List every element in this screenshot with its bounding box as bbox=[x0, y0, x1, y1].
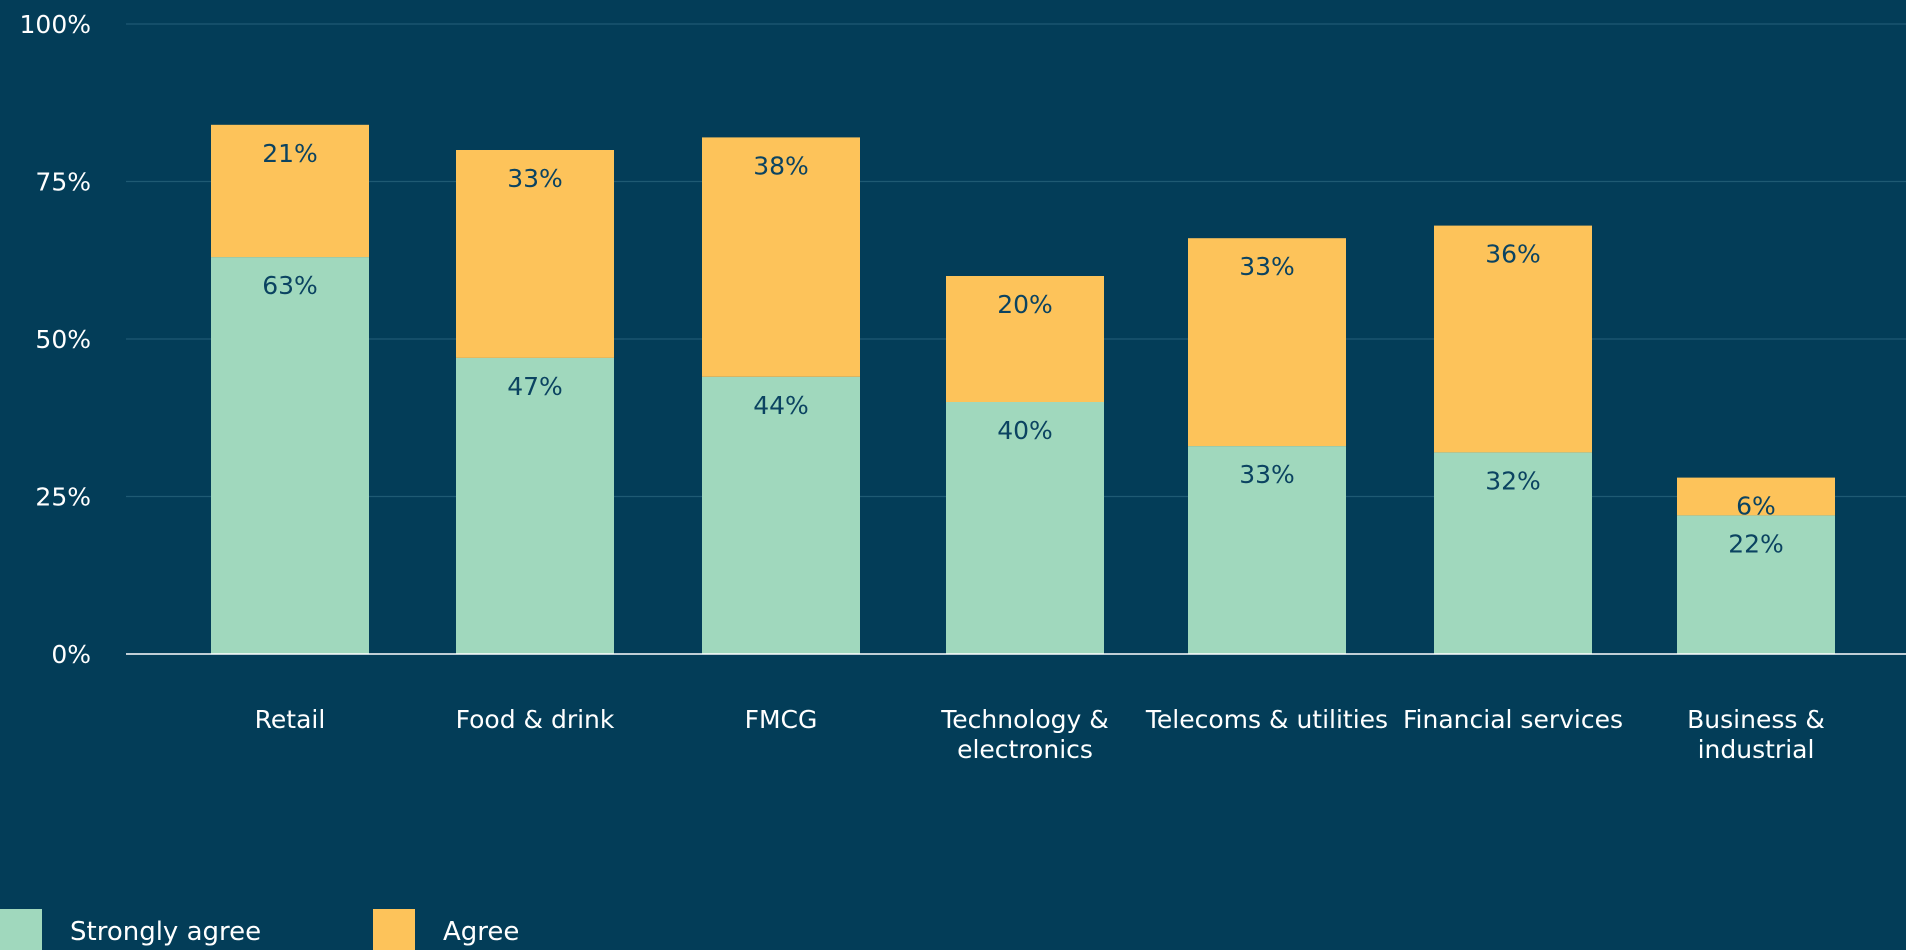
x-axis-labels: Retail Food & drink FMCG Technology &electr… bbox=[255, 705, 1825, 764]
x-category-label: Food & drink bbox=[456, 705, 615, 734]
data-label: 40% bbox=[997, 416, 1053, 445]
bars: 63% 21% 47% 33% 44% 38% 40% 20% 33% 33% 32% 36% 22% 6… bbox=[211, 124, 1835, 654]
legend-label: Strongly agree bbox=[70, 917, 261, 947]
x-category-label: Financial services bbox=[1403, 705, 1623, 734]
legend-swatch-strongly-agree bbox=[0, 909, 42, 950]
data-label: 33% bbox=[1239, 252, 1295, 281]
bar-segment-strongly-agree bbox=[211, 257, 369, 654]
x-category-label: Business & bbox=[1687, 705, 1825, 734]
bar-segment-strongly-agree bbox=[946, 402, 1104, 654]
y-axis-ticks: 0% 25% 50% 75% 100% bbox=[20, 10, 91, 669]
bar-segment-strongly-agree bbox=[1677, 515, 1835, 654]
data-label: 63% bbox=[262, 271, 318, 300]
bar-segment-agree bbox=[702, 137, 860, 377]
y-tick-label: 50% bbox=[35, 325, 91, 354]
x-category-label: industrial bbox=[1698, 735, 1815, 764]
bar-segment-strongly-agree bbox=[702, 376, 860, 654]
legend-swatch-agree bbox=[373, 909, 415, 950]
bar-segment-agree bbox=[1677, 477, 1835, 516]
bar-segment-strongly-agree bbox=[456, 357, 614, 654]
data-label: 36% bbox=[1485, 240, 1541, 269]
data-label: 22% bbox=[1728, 529, 1784, 558]
data-label: 20% bbox=[997, 290, 1053, 319]
bar-segment-strongly-agree bbox=[1188, 446, 1346, 654]
x-category-label: electronics bbox=[957, 735, 1093, 764]
data-label: 44% bbox=[753, 391, 809, 420]
y-tick-label: 100% bbox=[20, 10, 91, 39]
legend-label: Agree bbox=[443, 917, 519, 947]
legend: Strongly agree Agree bbox=[0, 909, 519, 950]
data-label: 32% bbox=[1485, 466, 1541, 495]
data-label: 21% bbox=[262, 139, 318, 168]
x-category-label: Technology & bbox=[940, 705, 1108, 734]
bar-segment-agree bbox=[946, 276, 1104, 402]
data-label: 6% bbox=[1736, 492, 1776, 521]
y-tick-label: 0% bbox=[51, 640, 91, 669]
y-tick-label: 75% bbox=[35, 168, 91, 197]
bar-segment-strongly-agree bbox=[1434, 452, 1592, 654]
x-category-label: FMCG bbox=[745, 705, 818, 734]
bar-segment-agree bbox=[1434, 225, 1592, 453]
bar-segment-agree bbox=[211, 124, 369, 258]
data-label: 33% bbox=[1239, 460, 1295, 489]
bar-segment-agree bbox=[1188, 238, 1346, 447]
data-label: 33% bbox=[507, 164, 563, 193]
data-label: 47% bbox=[507, 372, 563, 401]
x-category-label: Telecoms & utilities bbox=[1145, 705, 1388, 734]
bar-segment-agree bbox=[456, 150, 614, 358]
data-label: 38% bbox=[753, 151, 809, 180]
y-tick-label: 25% bbox=[35, 483, 91, 512]
x-category-label: Retail bbox=[255, 705, 326, 734]
